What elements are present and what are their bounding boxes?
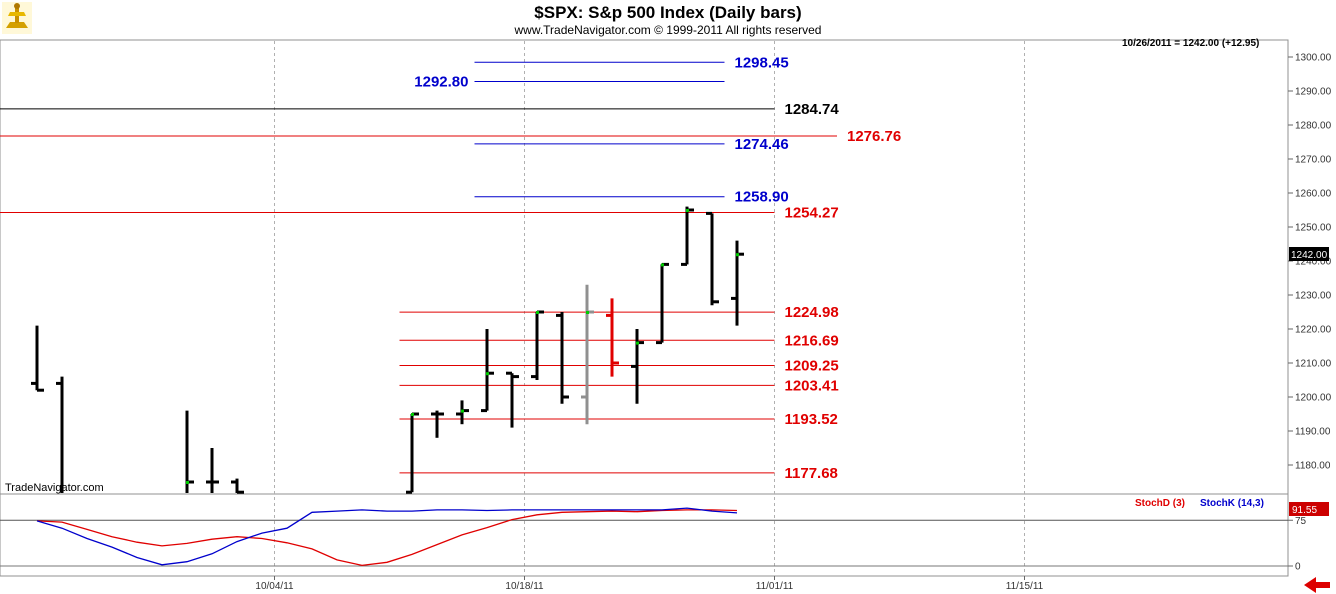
ohlc-bar [431,410,444,438]
ohlc-bar [656,262,669,345]
y-tick-label: 1200.00 [1295,393,1332,404]
y-tick-label: 1210.00 [1295,359,1332,370]
x-tick-label: 10/18/11 [505,581,544,592]
x-tick-label: 11/01/11 [756,581,794,592]
y-tick-label: 1260.00 [1295,189,1332,200]
ohlc-bar [481,329,494,413]
level-label: 1203.41 [785,377,839,394]
level-label: 1284.74 [785,101,840,118]
stoch-legend-label: StochD (3) [1135,498,1185,509]
stochastic-axis[interactable]: 75 0 [1288,516,1307,573]
stoch-tick-label: 75 [1295,516,1307,527]
y-tick-label: 1300.00 [1295,53,1332,64]
stochastic-lines [0,507,1288,567]
ohlc-bar [456,400,469,425]
ohlc-bar [31,325,44,392]
y-tick-label: 1180.00 [1295,461,1331,472]
y-tick-label: 1240.00 [1295,257,1332,268]
stoch-tick-label: 0 [1295,562,1301,573]
ohlc-bar [706,211,719,306]
stoch-series-line [36,509,738,567]
level-label: 1216.69 [785,332,839,349]
last-price-badge: 1242.00 [1289,247,1329,261]
last-price-label: 1242.00 [1291,250,1328,261]
level-label: 1292.80 [414,73,468,90]
level-label: 1177.68 [785,465,838,482]
price-axis[interactable]: 1300.00 1290.00 1280.00 1270.00 1260.00 1250.… [1288,53,1332,472]
y-tick-label: 1280.00 [1295,121,1332,132]
y-tick-label: 1270.00 [1295,155,1332,166]
stoch-series-line [36,507,738,566]
x-tick-label: 10/04/11 [255,581,294,592]
y-tick-label: 1290.00 [1295,87,1332,98]
watermark: TradeNavigator.com [5,482,104,494]
ohlc-bar [506,371,519,428]
ohlc-bar [556,312,569,404]
stoch-value-label: 91.55 [1292,505,1317,516]
ohlc-bars [31,206,744,494]
info-line: 10/26/2011 = 1242.00 (+12.95) [1122,38,1259,49]
y-tick-label: 1220.00 [1295,325,1332,336]
ohlc-bar [406,412,419,494]
stochastic-legend: StochD (3) StochK (14,3) [1135,498,1264,509]
stoch-legend-label: StochK (14,3) [1200,498,1264,509]
ohlc-bar [631,329,644,404]
level-label: 1224.98 [785,304,839,321]
level-label: 1274.46 [735,136,789,153]
ohlc-bar [231,478,244,494]
ohlc-bar [206,448,219,493]
level-label: 1209.25 [785,358,839,375]
x-tick-label: 11/15/11 [1006,581,1044,592]
copyright-text: www.TradeNavigator.com © 1999-2011 All r… [514,23,822,37]
level-label: 1298.45 [735,54,789,71]
y-tick-label: 1190.00 [1295,427,1331,438]
stochastic-panel [0,493,1289,577]
trade-navigator-logo-icon[interactable] [2,2,32,34]
scroll-left-arrow-icon[interactable] [1304,577,1330,593]
date-axis[interactable]: 10/04/11 10/18/11 11/01/11 11/15/11 [255,576,1044,592]
level-label: 1254.27 [785,204,839,221]
y-tick-label: 1230.00 [1295,291,1332,302]
level-label: 1258.90 [735,189,789,206]
ohlc-bar [681,206,694,266]
price-levels: 1298.45 1292.80 1284.74 1276.76 1274.46 1258.… [0,54,901,482]
ohlc-bar [56,376,64,493]
ohlc-bar [731,240,744,326]
vertical-grid [274,41,1025,575]
level-label: 1193.52 [785,411,838,428]
stoch-value-badge: 91.55 [1289,502,1329,516]
ohlc-bar [185,410,194,493]
price-panel [0,39,1289,495]
chart-title: $SPX: S&p 500 Index (Daily bars) [534,3,801,22]
ohlc-bar [531,310,544,380]
level-label: 1276.76 [847,128,901,145]
y-tick-label: 1250.00 [1295,223,1332,234]
ohlc-bar [581,284,594,425]
ohlc-bar [606,298,619,377]
